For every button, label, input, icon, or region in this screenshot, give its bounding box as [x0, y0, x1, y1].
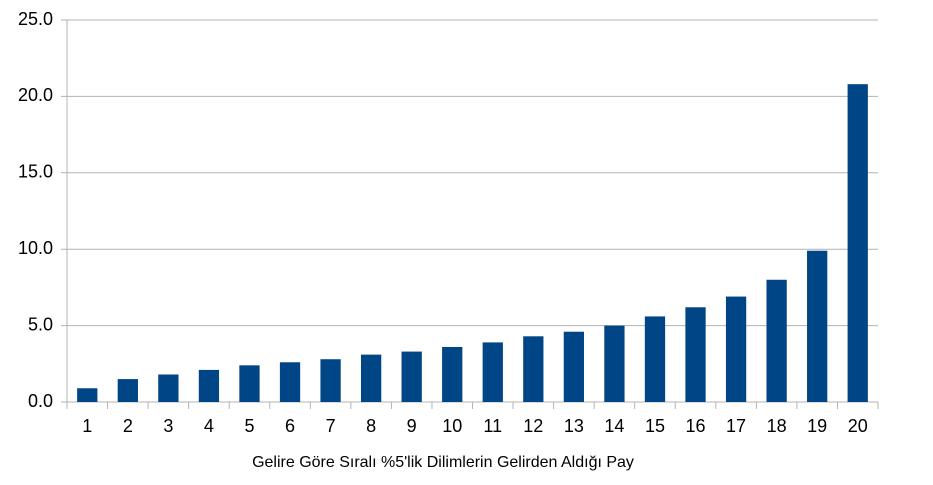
- x-tick-label: 17: [726, 416, 746, 436]
- bar: [320, 359, 341, 402]
- x-tick-label: 16: [686, 416, 706, 436]
- x-tick-label: 1: [82, 416, 92, 436]
- bar: [401, 351, 422, 402]
- x-tick-label: 9: [407, 416, 417, 436]
- bar: [77, 388, 98, 402]
- x-tick-label: 13: [564, 416, 584, 436]
- bar: [360, 354, 382, 402]
- bar: [766, 279, 787, 402]
- x-tick-label: 19: [807, 416, 827, 436]
- bar: [482, 342, 503, 402]
- bar: [604, 325, 625, 402]
- x-axis-label: Gelire Göre Sıralı %5'lik Dilimlerin Gel…: [252, 454, 634, 471]
- bar: [807, 250, 828, 402]
- bar: [725, 296, 747, 402]
- bar: [198, 369, 220, 402]
- x-tick-label: 6: [285, 416, 295, 436]
- bar: [158, 374, 179, 402]
- x-tick-label: 11: [483, 416, 502, 436]
- x-tick-label: 2: [123, 416, 133, 436]
- bar: [523, 336, 544, 402]
- bar: [847, 84, 868, 403]
- y-tick-label: 10.0: [18, 238, 53, 258]
- y-tick-label: 0.0: [28, 391, 53, 411]
- y-tick-label: 5.0: [28, 314, 53, 334]
- y-tick-label: 25.0: [18, 9, 53, 29]
- x-tick-label: 3: [163, 416, 173, 436]
- bar: [685, 307, 706, 402]
- x-tick-label: 10: [442, 416, 462, 436]
- bar: [279, 362, 301, 402]
- y-tick-label: 15.0: [18, 162, 53, 182]
- bar: [442, 346, 463, 402]
- x-tick-label: 5: [244, 416, 254, 436]
- x-tick-label: 14: [604, 416, 624, 436]
- x-tick-label: 18: [767, 416, 787, 436]
- bar: [563, 331, 585, 402]
- x-tick-label: 20: [848, 416, 868, 436]
- bar: [239, 365, 260, 402]
- y-tick-label: 20.0: [18, 85, 53, 105]
- x-tick-label: 8: [366, 416, 376, 436]
- x-tick-label: 12: [523, 416, 543, 436]
- bar: [117, 379, 138, 402]
- x-tick-label: 7: [326, 416, 336, 436]
- bar: [644, 316, 666, 402]
- x-tick-label: 15: [645, 416, 665, 436]
- x-tick-label: 4: [204, 416, 214, 436]
